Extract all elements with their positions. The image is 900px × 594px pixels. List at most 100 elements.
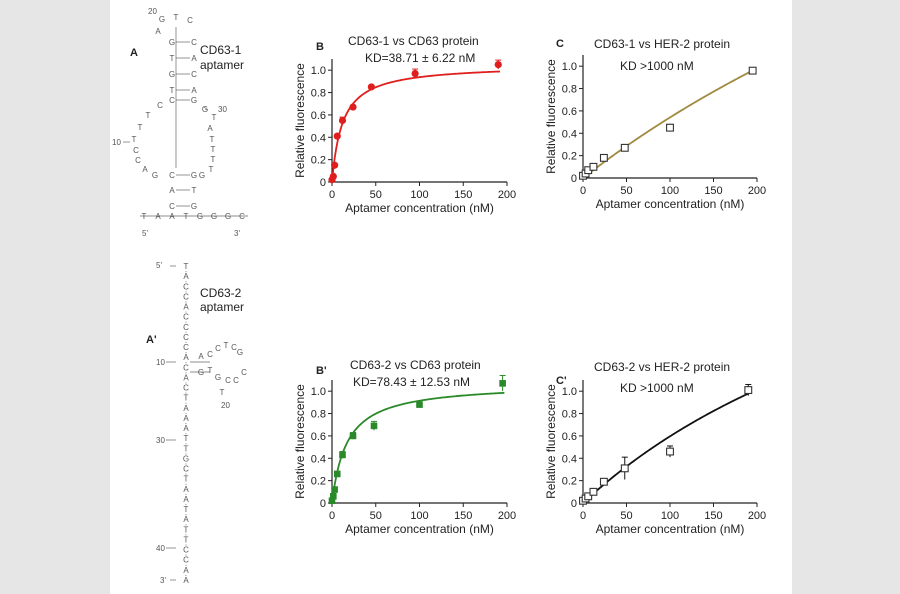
- x-tick-label: 0: [329, 189, 335, 201]
- cd63-2-base: A: [183, 404, 189, 413]
- cd63-1-base-bulge: G: [202, 105, 208, 114]
- cd63-1-base-loop-top: C: [187, 16, 193, 25]
- cd63-2-base: A: [183, 576, 189, 585]
- y-tick-label: 0: [320, 177, 326, 189]
- x-axis-label: Aptamer concentration (nM): [345, 522, 494, 536]
- y-axis-label: Relative fluorescence: [293, 63, 307, 178]
- chart-c-cd63-1-vs-her2: CD63-1 vs HER-2 protein KD >1000 nM 0 50 100…: [544, 37, 766, 211]
- cd63-1-num-10: 10: [112, 138, 121, 147]
- cd63-1-base-tail: T: [142, 212, 147, 221]
- x-tick-label: 100: [661, 510, 679, 522]
- cd63-2-base-hairpin-top: C: [231, 343, 237, 352]
- panel-letter-a: A: [130, 47, 138, 59]
- y-tick-label: 0.4: [562, 128, 577, 140]
- cd63-2-base-hairpin-bottom: C: [225, 376, 231, 385]
- cd63-2-base: A: [183, 373, 189, 382]
- cd63-2-base: C: [183, 363, 189, 372]
- cd63-2-num-30: 30: [156, 436, 165, 445]
- cd63-1-base-stem-left: G: [169, 70, 175, 79]
- chart-b-prime-cd63-2-vs-cd63: CD63-2 vs CD63 protein KD=78.43 ± 12.53 n…: [293, 358, 516, 536]
- y-tick-label: 0: [320, 498, 326, 510]
- x-tick-label: 200: [748, 510, 766, 522]
- cd63-2-base: A: [183, 414, 189, 423]
- y-tick-label: 0.2: [562, 476, 577, 488]
- data-point: [748, 66, 757, 75]
- cd63-1-base-loop-right: T: [211, 155, 216, 164]
- x-tick-label: 50: [620, 510, 632, 522]
- cd63-2-base: T: [184, 394, 189, 403]
- kd-label: KD >1000 nM: [620, 59, 694, 73]
- data-point: [333, 132, 341, 140]
- cd63-1-base-loop-left: T: [138, 123, 143, 132]
- data-point: [339, 451, 346, 459]
- y-tick-label: 0.6: [311, 110, 326, 122]
- cd63-2-base: A: [183, 353, 189, 362]
- x-tick-label: 200: [498, 510, 516, 522]
- data-point: [494, 60, 502, 69]
- chart-c-prime-cd63-2-vs-her2: CD63-2 vs HER-2 protein KD >1000 nM 0 50 100…: [544, 360, 766, 536]
- y-tick-label: 1.0: [562, 386, 577, 398]
- figure-canvas: A A' B C B' C' CD63-1 aptamer CD63-2 apt…: [112, 7, 766, 585]
- cd63-2-base: T: [184, 444, 189, 453]
- x-tick-label: 50: [370, 510, 382, 522]
- cd63-2-base: T: [184, 434, 189, 443]
- cd63-2-base-hairpin-top: T: [224, 341, 229, 350]
- panel-letter-b: B: [316, 41, 324, 53]
- cd63-1-end-5: 5': [142, 229, 148, 238]
- x-tick-label: 150: [704, 510, 722, 522]
- cd63-2-base: C: [183, 323, 189, 332]
- cd63-2-base: T: [184, 262, 189, 271]
- x-tick-label: 50: [370, 189, 382, 201]
- cd63-2-base-hairpin-top: C: [207, 350, 213, 359]
- x-tick-label: 100: [410, 510, 428, 522]
- data-point: [411, 69, 419, 78]
- x-tick-label: 150: [454, 189, 472, 201]
- cd63-1-base-tail: A: [169, 212, 175, 221]
- cd63-2-base: C: [183, 384, 189, 393]
- cd63-2-num-10: 10: [156, 358, 165, 367]
- cd63-2-base-hairpin-bottom: T: [208, 366, 213, 375]
- fit-curve: [582, 68, 755, 179]
- y-axis-label: Relative fluorescence: [544, 59, 558, 174]
- cd63-1-base-tail: T: [184, 212, 189, 221]
- cd63-2-base: T: [184, 535, 189, 544]
- cd63-1-base-loop-left: A: [142, 165, 148, 174]
- cd63-1-base-stem-right: G: [191, 96, 197, 105]
- data-point: [349, 103, 357, 111]
- cd63-1-base-tail: A: [155, 212, 161, 221]
- y-axis-label: Relative fluorescence: [293, 384, 307, 499]
- cd63-1-base-loop-left: T: [132, 135, 137, 144]
- cd63-1-label-line2: aptamer: [200, 58, 244, 72]
- cd63-1-base-stem-right: C: [191, 38, 197, 47]
- cd63-1-base-loop-right: T: [211, 145, 216, 154]
- x-tick-label: 150: [454, 510, 472, 522]
- cd63-1-base-loop-a: A: [155, 27, 161, 36]
- chart-title: CD63-2 vs CD63 protein: [350, 358, 481, 372]
- cd63-1-base-loop-left: C: [133, 146, 139, 155]
- cd63-1-base-tail: G: [211, 212, 217, 221]
- x-tick-label: 100: [410, 189, 428, 201]
- cd63-2-base-hairpin-bottom: C: [241, 368, 247, 377]
- x-axis-label: Aptamer concentration (nM): [345, 201, 494, 215]
- data-point: [367, 83, 375, 91]
- y-tick-label: 1.0: [562, 61, 577, 73]
- cd63-1-base-loop-right: G: [199, 171, 205, 180]
- y-tick-label: 0: [571, 498, 577, 510]
- cd63-2-end-3: 3': [160, 576, 166, 585]
- cd63-2-base: T: [184, 505, 189, 514]
- panel-letter-a-prime: A': [146, 334, 157, 346]
- figure-panel: A A' B C B' C' CD63-1 aptamer CD63-2 apt…: [110, 0, 792, 594]
- y-tick-label: 0: [571, 173, 577, 185]
- cd63-2-base-hairpin-bottom: T: [220, 388, 225, 397]
- cd63-1-end-3: 3': [234, 229, 240, 238]
- chart-title: CD63-1 vs HER-2 protein: [594, 37, 730, 51]
- cd63-1-base-loop-left: T: [146, 111, 151, 120]
- cd63-2-base: T: [184, 475, 189, 484]
- cd63-2-base: G: [183, 454, 189, 463]
- cd63-1-base-tail: G: [225, 212, 231, 221]
- y-tick-label: 0.2: [562, 151, 577, 163]
- x-tick-label: 0: [580, 185, 586, 197]
- cd63-2-label-line1: CD63-2: [200, 286, 242, 300]
